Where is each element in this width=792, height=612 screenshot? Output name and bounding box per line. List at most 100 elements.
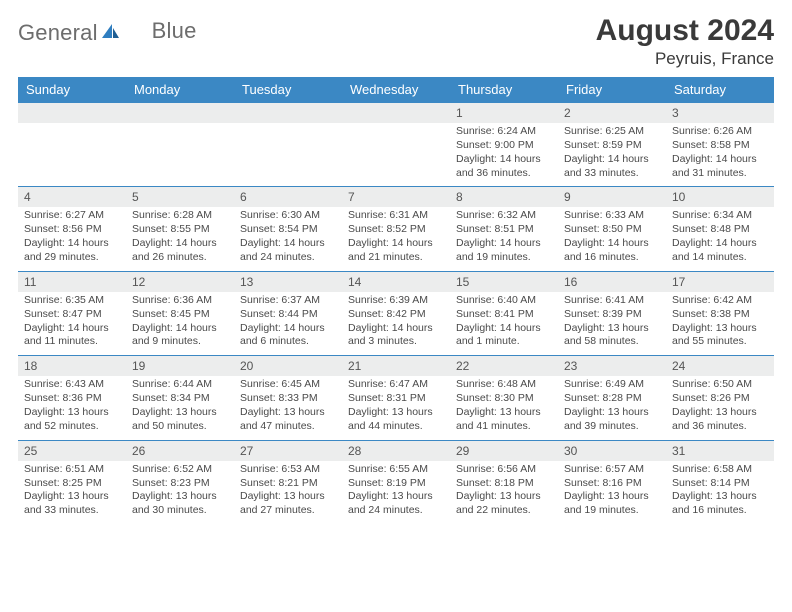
day-details: Sunrise: 6:32 AMSunset: 8:51 PMDaylight:… (450, 207, 558, 270)
sunrise-text: Sunrise: 6:34 AM (672, 209, 768, 223)
daylight-text: Daylight: 13 hours and 30 minutes. (132, 490, 228, 518)
day-number: 20 (234, 356, 342, 376)
day-number: 10 (666, 187, 774, 207)
day-cell: 25Sunrise: 6:51 AMSunset: 8:25 PMDayligh… (18, 440, 126, 524)
day-details: Sunrise: 6:40 AMSunset: 8:41 PMDaylight:… (450, 292, 558, 355)
day-number: 21 (342, 356, 450, 376)
sunset-text: Sunset: 8:30 PM (456, 392, 552, 406)
day-number: 30 (558, 441, 666, 461)
day-number (126, 103, 234, 123)
day-number (342, 103, 450, 123)
day-cell: 2Sunrise: 6:25 AMSunset: 8:59 PMDaylight… (558, 103, 666, 187)
calendar-page: General Blue August 2024 Peyruis, France… (0, 0, 792, 534)
sunset-text: Sunset: 8:26 PM (672, 392, 768, 406)
sunrise-text: Sunrise: 6:33 AM (564, 209, 660, 223)
day-details: Sunrise: 6:31 AMSunset: 8:52 PMDaylight:… (342, 207, 450, 270)
day-details: Sunrise: 6:39 AMSunset: 8:42 PMDaylight:… (342, 292, 450, 355)
daylight-text: Daylight: 13 hours and 58 minutes. (564, 322, 660, 350)
day-header: Saturday (666, 77, 774, 103)
sail-icon (100, 22, 120, 45)
sunset-text: Sunset: 8:14 PM (672, 477, 768, 491)
sunrise-text: Sunrise: 6:31 AM (348, 209, 444, 223)
day-details: Sunrise: 6:30 AMSunset: 8:54 PMDaylight:… (234, 207, 342, 270)
day-details: Sunrise: 6:41 AMSunset: 8:39 PMDaylight:… (558, 292, 666, 355)
day-number: 23 (558, 356, 666, 376)
sunset-text: Sunset: 8:25 PM (24, 477, 120, 491)
day-details: Sunrise: 6:53 AMSunset: 8:21 PMDaylight:… (234, 461, 342, 524)
day-header: Monday (126, 77, 234, 103)
day-cell: 30Sunrise: 6:57 AMSunset: 8:16 PMDayligh… (558, 440, 666, 524)
day-header: Wednesday (342, 77, 450, 103)
sunrise-text: Sunrise: 6:40 AM (456, 294, 552, 308)
sunrise-text: Sunrise: 6:39 AM (348, 294, 444, 308)
daylight-text: Daylight: 14 hours and 9 minutes. (132, 322, 228, 350)
sunset-text: Sunset: 8:47 PM (24, 308, 120, 322)
day-details: Sunrise: 6:47 AMSunset: 8:31 PMDaylight:… (342, 376, 450, 439)
sunset-text: Sunset: 8:19 PM (348, 477, 444, 491)
day-details (126, 123, 234, 171)
sunset-text: Sunset: 8:38 PM (672, 308, 768, 322)
day-header: Sunday (18, 77, 126, 103)
day-cell: 28Sunrise: 6:55 AMSunset: 8:19 PMDayligh… (342, 440, 450, 524)
daylight-text: Daylight: 14 hours and 6 minutes. (240, 322, 336, 350)
daylight-text: Daylight: 14 hours and 11 minutes. (24, 322, 120, 350)
day-details: Sunrise: 6:25 AMSunset: 8:59 PMDaylight:… (558, 123, 666, 186)
sunrise-text: Sunrise: 6:55 AM (348, 463, 444, 477)
sunrise-text: Sunrise: 6:25 AM (564, 125, 660, 139)
day-number: 7 (342, 187, 450, 207)
day-cell: 17Sunrise: 6:42 AMSunset: 8:38 PMDayligh… (666, 271, 774, 355)
sunrise-text: Sunrise: 6:42 AM (672, 294, 768, 308)
sunset-text: Sunset: 8:44 PM (240, 308, 336, 322)
day-cell: 4Sunrise: 6:27 AMSunset: 8:56 PMDaylight… (18, 187, 126, 271)
daylight-text: Daylight: 13 hours and 47 minutes. (240, 406, 336, 434)
calendar-week-row: 1Sunrise: 6:24 AMSunset: 9:00 PMDaylight… (18, 103, 774, 187)
day-number: 27 (234, 441, 342, 461)
sunrise-text: Sunrise: 6:57 AM (564, 463, 660, 477)
daylight-text: Daylight: 14 hours and 29 minutes. (24, 237, 120, 265)
sunset-text: Sunset: 8:58 PM (672, 139, 768, 153)
day-details (234, 123, 342, 171)
sunset-text: Sunset: 8:34 PM (132, 392, 228, 406)
day-cell: 1Sunrise: 6:24 AMSunset: 9:00 PMDaylight… (450, 103, 558, 187)
day-details: Sunrise: 6:44 AMSunset: 8:34 PMDaylight:… (126, 376, 234, 439)
sunset-text: Sunset: 8:21 PM (240, 477, 336, 491)
daylight-text: Daylight: 14 hours and 36 minutes. (456, 153, 552, 181)
sunset-text: Sunset: 8:18 PM (456, 477, 552, 491)
sunrise-text: Sunrise: 6:53 AM (240, 463, 336, 477)
sunrise-text: Sunrise: 6:35 AM (24, 294, 120, 308)
brand-logo: General Blue (18, 14, 197, 46)
daylight-text: Daylight: 14 hours and 33 minutes. (564, 153, 660, 181)
day-details: Sunrise: 6:28 AMSunset: 8:55 PMDaylight:… (126, 207, 234, 270)
calendar-week-row: 18Sunrise: 6:43 AMSunset: 8:36 PMDayligh… (18, 356, 774, 440)
day-details: Sunrise: 6:27 AMSunset: 8:56 PMDaylight:… (18, 207, 126, 270)
day-header: Friday (558, 77, 666, 103)
sunrise-text: Sunrise: 6:24 AM (456, 125, 552, 139)
sunrise-text: Sunrise: 6:36 AM (132, 294, 228, 308)
daylight-text: Daylight: 13 hours and 41 minutes. (456, 406, 552, 434)
day-details: Sunrise: 6:51 AMSunset: 8:25 PMDaylight:… (18, 461, 126, 524)
sunrise-text: Sunrise: 6:27 AM (24, 209, 120, 223)
sunset-text: Sunset: 8:56 PM (24, 223, 120, 237)
daylight-text: Daylight: 13 hours and 22 minutes. (456, 490, 552, 518)
day-details: Sunrise: 6:24 AMSunset: 9:00 PMDaylight:… (450, 123, 558, 186)
calendar-week-row: 11Sunrise: 6:35 AMSunset: 8:47 PMDayligh… (18, 271, 774, 355)
sunset-text: Sunset: 8:48 PM (672, 223, 768, 237)
sunset-text: Sunset: 8:41 PM (456, 308, 552, 322)
day-number: 19 (126, 356, 234, 376)
day-details: Sunrise: 6:55 AMSunset: 8:19 PMDaylight:… (342, 461, 450, 524)
day-cell: 22Sunrise: 6:48 AMSunset: 8:30 PMDayligh… (450, 356, 558, 440)
sunrise-text: Sunrise: 6:56 AM (456, 463, 552, 477)
empty-day-cell (234, 103, 342, 187)
sunrise-text: Sunrise: 6:43 AM (24, 378, 120, 392)
day-number: 13 (234, 272, 342, 292)
day-number: 22 (450, 356, 558, 376)
day-cell: 23Sunrise: 6:49 AMSunset: 8:28 PMDayligh… (558, 356, 666, 440)
day-number: 24 (666, 356, 774, 376)
sunset-text: Sunset: 9:00 PM (456, 139, 552, 153)
day-cell: 3Sunrise: 6:26 AMSunset: 8:58 PMDaylight… (666, 103, 774, 187)
day-cell: 18Sunrise: 6:43 AMSunset: 8:36 PMDayligh… (18, 356, 126, 440)
daylight-text: Daylight: 13 hours and 36 minutes. (672, 406, 768, 434)
daylight-text: Daylight: 14 hours and 26 minutes. (132, 237, 228, 265)
sunrise-text: Sunrise: 6:28 AM (132, 209, 228, 223)
day-number: 28 (342, 441, 450, 461)
